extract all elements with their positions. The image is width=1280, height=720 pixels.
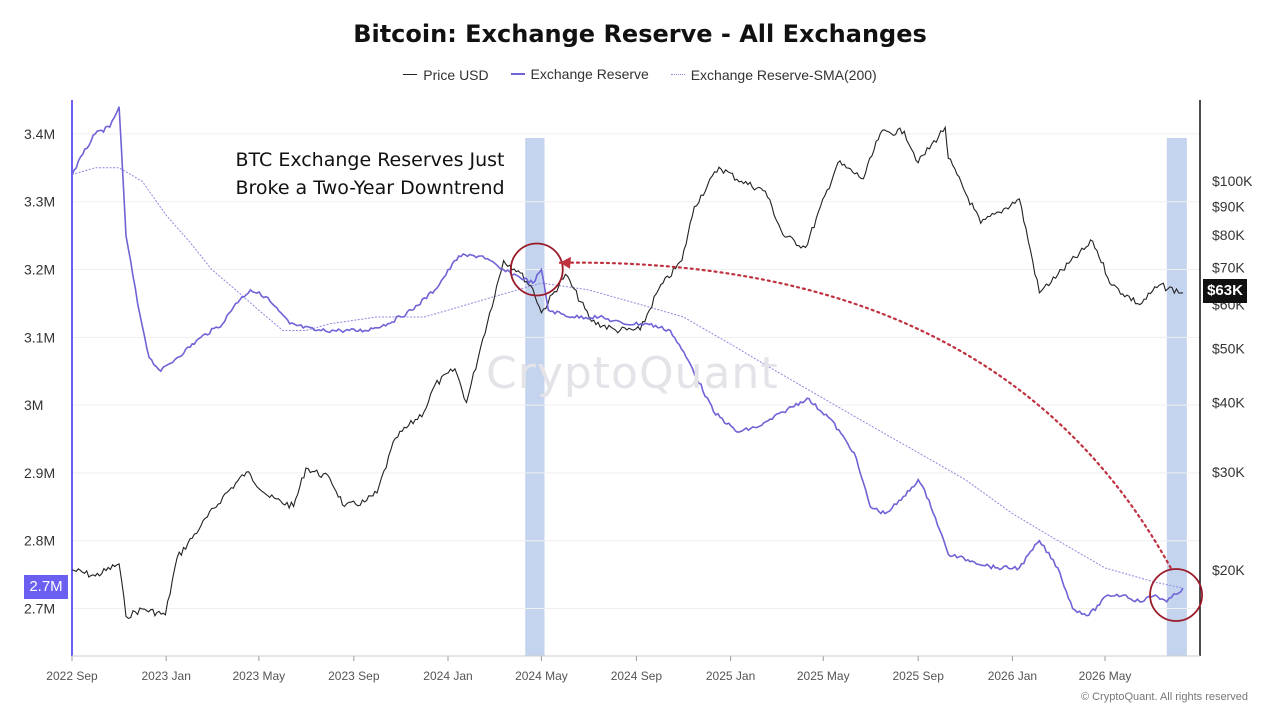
x-tick-label: 2025 May [797,669,850,683]
y-right-tick-label: $100K [1212,173,1253,189]
annotation-line-2: Broke a Two-Year Downtrend [235,177,505,199]
legend-swatch-price [403,74,418,75]
x-tick-label: 2025 Sep [892,669,944,683]
legend-label-price: Price USD [423,66,489,83]
legend-item-reserve[interactable]: Exchange Reserve [510,66,649,82]
series-line-price [71,125,1184,620]
y-left-tick-label: 3.4M [24,126,55,142]
legend-swatch-sma [670,74,685,75]
y-right-tick-label: $50K [1212,341,1245,357]
current-reserve-badge: 2.7M [24,575,68,599]
y-right-tick-label: $90K [1212,199,1245,215]
y-left-tick-label: 3.3M [24,194,55,210]
y-left-tick-label: 3M [24,397,43,413]
y-right-tick-label: $30K [1212,464,1245,480]
y-left-tick-label: 2.7M [24,601,55,617]
x-tick-label: 2023 May [232,669,285,683]
y-right-tick-label: $40K [1212,395,1245,411]
y-left-tick-label: 3.1M [24,329,55,345]
y-left-tick-label: 3.2M [24,262,55,278]
x-tick-label: 2024 Jan [423,669,472,683]
annotation-line-1: BTC Exchange Reserves Just [235,149,505,171]
x-tick-label: 2023 Sep [328,669,380,683]
y-right-tick-label: $20K [1212,562,1245,578]
x-tick-label: 2022 Sep [46,669,98,683]
x-tick-label: 2023 Jan [141,669,190,683]
legend-label-sma: Exchange Reserve-SMA(200) [690,66,877,83]
y-left-tick-label: 2.9M [24,465,55,481]
annotation-arrow [558,261,1172,569]
x-tick-label: 2025 Jan [706,669,755,683]
x-tick-label: 2026 Jan [988,669,1037,683]
annotation-circle-2 [1149,568,1203,622]
annotation-circle-1 [509,242,564,297]
series-line-reserve [71,106,1184,617]
legend-label-reserve: Exchange Reserve [530,66,649,82]
y-left-tick-label: 2.8M [24,533,55,549]
x-tick-label: 2024 Sep [611,669,663,683]
x-tick-label: 2024 May [515,669,568,683]
watermark: CryptoQuant [486,348,779,399]
chart-title: Bitcoin: Exchange Reserve - All Exchange… [353,20,927,48]
current-price-badge: $63K [1203,279,1247,303]
legend-item-sma[interactable]: Exchange Reserve-SMA(200) [670,66,877,83]
legend-item-price[interactable]: Price USD [403,66,489,83]
copyright-text: © CryptoQuant. All rights reserved [1080,691,1248,703]
highlight-band-1 [525,138,545,656]
y-right-tick-label: $70K [1212,259,1245,275]
legend: Price USD Exchange Reserve Exchange Rese… [0,62,1280,83]
x-tick-label: 2026 May [1079,669,1132,683]
highlight-band-2 [1166,138,1187,656]
annotation-text: BTC Exchange Reserves Just Broke a Two-Y… [200,146,540,202]
annotation-arrowhead [559,256,571,269]
legend-swatch-reserve [510,73,525,75]
y-right-tick-label: $80K [1212,227,1245,243]
